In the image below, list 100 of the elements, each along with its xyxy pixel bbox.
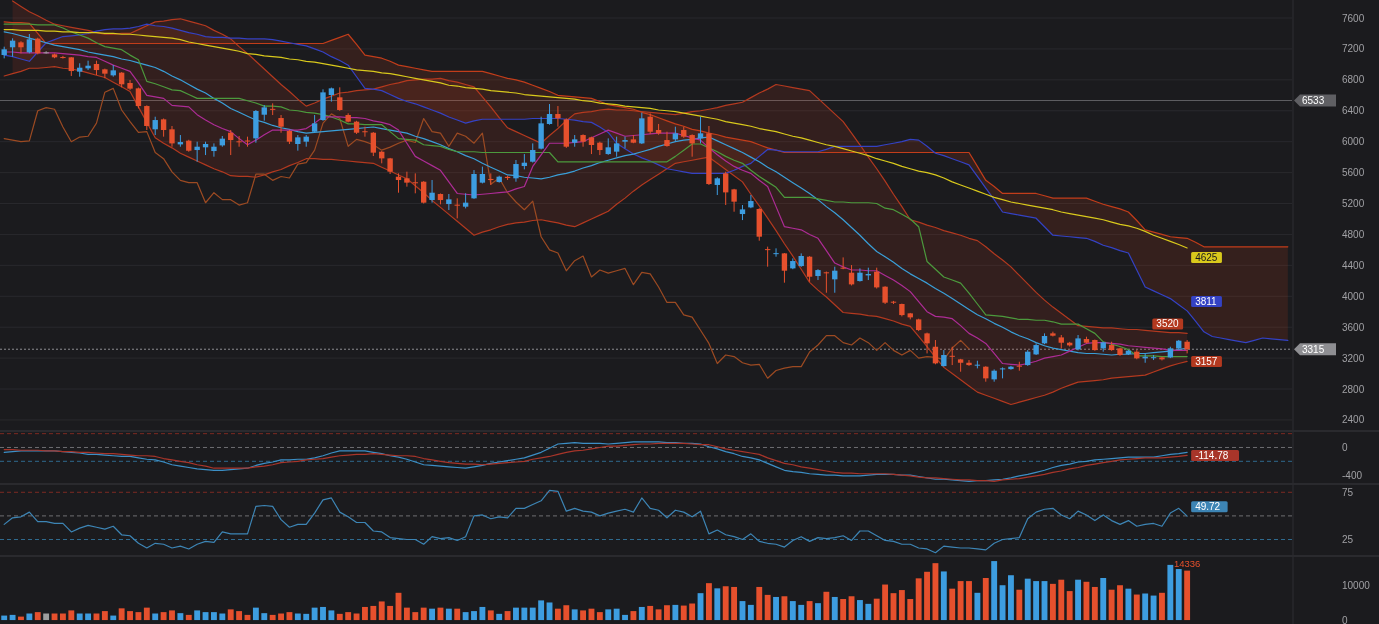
bar [1024,578,1031,621]
bar [454,608,461,621]
bar [429,608,435,621]
bar [1100,577,1107,621]
bar [370,605,377,621]
candlestick [530,142,536,164]
candlestick [370,131,377,157]
bar [378,601,385,621]
bar [278,613,284,621]
bar [345,612,352,621]
bar [487,610,494,621]
bar [303,613,310,621]
bar [269,614,276,621]
candlestick [840,256,846,270]
bar [974,592,981,621]
bar [764,594,771,621]
bar [9,614,16,621]
bar [294,613,301,621]
bar [169,610,175,621]
bar [412,612,419,621]
candlestick [278,114,284,134]
bar [420,607,427,621]
bar [85,613,92,621]
candlestick [160,118,167,138]
bar [924,571,930,621]
bar [1008,575,1014,621]
bar [1,615,8,621]
bar [630,611,637,621]
candlestick [773,247,779,258]
bar [940,571,947,621]
bar [957,581,964,621]
bar [857,600,863,621]
bar [563,605,570,621]
candlestick [999,366,1006,379]
bar [781,596,788,621]
data-label: 3520 [1156,318,1180,330]
candlestick [664,131,670,148]
bar [756,586,763,621]
bar [445,608,452,621]
bar [680,605,687,621]
bar [672,604,679,621]
candlestick [815,268,821,281]
bar [101,611,108,621]
bar [1133,594,1140,621]
bar [529,607,536,621]
bar [328,610,335,621]
bar [898,590,905,621]
candlestick [43,50,49,55]
bar [513,607,519,621]
bar [127,611,133,621]
bar [1159,592,1165,621]
data-label: 4625 [1195,251,1218,263]
line-series [3,87,970,379]
candlestick [647,112,653,135]
bar [462,612,469,621]
y-tick-label: 3600 [1342,321,1365,333]
bar [118,608,125,621]
candlestick [513,159,519,183]
y-tick-label: 2800 [1342,383,1365,395]
candlestick [169,125,175,148]
candlestick [269,102,276,116]
line-series [3,489,1188,554]
bar [907,599,914,621]
bar [110,615,117,621]
bar [76,613,83,621]
candlestick [60,55,66,60]
bar [236,611,243,621]
bar [664,605,670,621]
bar [949,588,956,621]
candlestick [689,133,695,158]
bar [1016,589,1023,621]
bar [873,598,880,621]
bar [722,586,729,621]
y-tick-label: 5600 [1342,167,1365,179]
y-tick-label: 4800 [1342,228,1365,240]
y-tick-label: 75 [1342,486,1354,498]
bar [1142,593,1149,621]
bar [43,613,50,621]
bar [806,601,813,621]
candlestick [18,40,24,54]
candlestick [337,86,343,112]
bar [705,583,712,621]
candlestick [144,104,150,131]
ref-line-label: 6533 [1302,94,1325,106]
candlestick [764,246,771,268]
candlestick [1008,365,1014,371]
candlestick [1184,339,1190,354]
bar [1066,591,1073,621]
candlestick [806,255,813,283]
bar [915,578,922,621]
bar [336,613,343,621]
bar [261,613,268,621]
bar [152,613,159,621]
bar [1117,585,1123,621]
bar [504,611,511,621]
candlestick [404,171,410,188]
data-label: 3157 [1195,355,1218,367]
bar [26,613,33,621]
bar [714,588,721,621]
bar [362,606,368,621]
